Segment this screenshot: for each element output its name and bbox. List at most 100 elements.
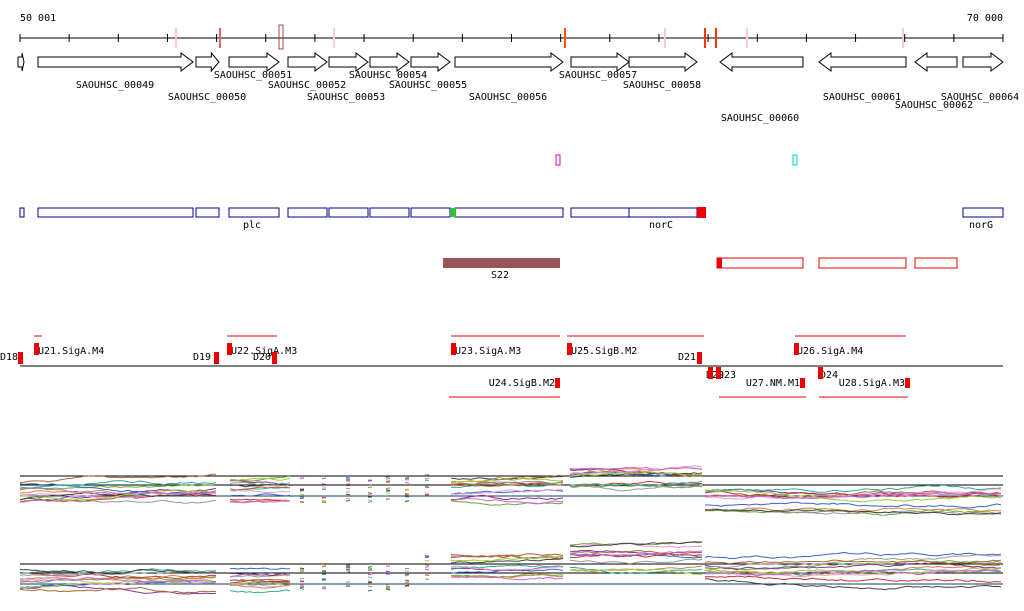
- promoter-label: U27.NM.M1: [746, 378, 800, 389]
- expression-line: [229, 580, 291, 585]
- gene-arrow: [287, 52, 328, 72]
- expression-line: [569, 550, 703, 556]
- promoter-label: U26.SigA.M4: [797, 346, 863, 357]
- expression-line: [229, 477, 291, 481]
- expression-line: [299, 501, 305, 503]
- feature-label: plc: [243, 220, 261, 231]
- gene-label: SAOUHSC_00052: [268, 80, 346, 91]
- feature-box: [570, 207, 630, 218]
- marker: [792, 154, 798, 166]
- expression-line: [450, 558, 564, 564]
- expression-line: [345, 571, 351, 574]
- expression-line: [19, 487, 217, 495]
- expression-line: [229, 582, 291, 588]
- expression-line: [385, 565, 391, 567]
- expression-line: [345, 499, 351, 502]
- gene-label: SAOUHSC_00062: [895, 100, 973, 111]
- expression-line: [424, 556, 430, 559]
- gene-label: SAOUHSC_00049: [76, 80, 154, 91]
- promoter-label: U24.SigB.M2: [489, 378, 555, 389]
- expression-line: [367, 565, 373, 568]
- expression-line: [299, 586, 305, 589]
- expression-line: [19, 489, 217, 501]
- expression-line: [345, 493, 351, 496]
- expression-line: [19, 577, 217, 585]
- expression-line: [569, 566, 703, 575]
- promoter-label: D23: [718, 370, 736, 381]
- feature-box: [19, 207, 25, 218]
- expression-line: [450, 477, 564, 484]
- gene-label: SAOUHSC_00055: [389, 80, 467, 91]
- promoter-flag: [214, 352, 219, 364]
- expression-line: [229, 574, 290, 578]
- red-box: [818, 257, 907, 269]
- promoter-label: U25.SigB.M2: [571, 346, 637, 357]
- promoter-flag: [818, 367, 823, 379]
- expression-line: [404, 477, 410, 479]
- expression-line: [569, 480, 703, 487]
- expression-line: [367, 573, 373, 576]
- expression-line: [704, 507, 1002, 512]
- feature-box: [962, 207, 1004, 218]
- expression-line: [450, 555, 564, 562]
- expression-line: [299, 493, 305, 496]
- expression-line: [385, 586, 391, 589]
- expression-line: [404, 481, 410, 484]
- expression-line: [385, 477, 391, 480]
- expression-line: [404, 581, 410, 583]
- expression-line: [704, 564, 1002, 576]
- gene-arrow: [328, 52, 369, 72]
- expression-line: [229, 499, 291, 504]
- expression-line: [385, 498, 391, 500]
- expression-line: [569, 558, 703, 565]
- expression-line: [704, 569, 1002, 577]
- feature-box: [628, 207, 698, 218]
- gene-arrow: [410, 52, 451, 72]
- expression-line: [450, 494, 564, 501]
- gene-label: SAOUHSC_00061: [823, 92, 901, 103]
- axis-mark: [278, 24, 284, 50]
- promoter-flag: [18, 352, 23, 364]
- expression-line: [229, 482, 291, 487]
- axis-start: 50 001: [20, 13, 56, 24]
- expression-line: [19, 492, 217, 501]
- expression-line: [385, 572, 391, 574]
- feature-box: [410, 207, 451, 218]
- expression-line: [229, 578, 291, 582]
- expression-line: [450, 488, 564, 495]
- expression-line: [404, 500, 410, 503]
- expression-line: [569, 484, 703, 489]
- feature-box: [328, 207, 369, 218]
- expression-line: [424, 562, 430, 565]
- expression-line: [19, 480, 217, 489]
- expression-line: [450, 482, 564, 487]
- expression-line: [321, 483, 327, 486]
- gene-label: SAOUHSC_00064: [941, 92, 1019, 103]
- gene-arrow: [818, 52, 907, 72]
- expression-line: [19, 473, 217, 484]
- expression-line: [321, 477, 327, 480]
- gene-label: SAOUHSC_00057: [559, 70, 637, 81]
- marker: [555, 154, 561, 166]
- gene-arrow: [628, 52, 698, 72]
- expression-line: [424, 478, 430, 480]
- expression-line: [450, 576, 564, 581]
- expression-line: [385, 476, 391, 478]
- expression-line: [569, 466, 703, 471]
- expression-line: [704, 567, 1002, 577]
- feature-label: norC: [649, 220, 673, 231]
- expression-line: [385, 570, 391, 573]
- expression-line: [19, 575, 217, 583]
- expression-line: [450, 497, 564, 505]
- gene-label: SAOUHSC_00054: [349, 70, 427, 81]
- expression-line: [569, 568, 703, 576]
- expression-line: [385, 480, 391, 483]
- expression-line: [229, 489, 291, 494]
- expression-line: [367, 499, 373, 502]
- expression-line: [367, 492, 373, 494]
- expression-line: [704, 562, 1002, 571]
- expression-line: [424, 486, 430, 488]
- expression-line: [704, 559, 1002, 565]
- expression-line: [345, 482, 351, 485]
